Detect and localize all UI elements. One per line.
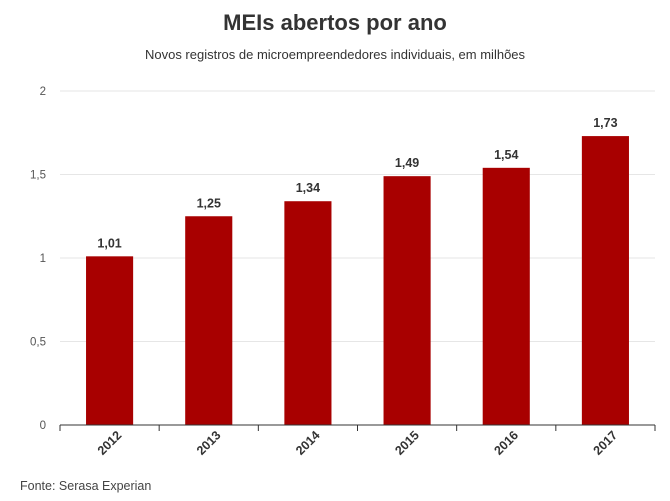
data-label: 1,49 <box>395 156 419 170</box>
x-tick-label: 2012 <box>95 428 125 458</box>
bar-2013 <box>185 216 233 425</box>
data-label: 1,01 <box>97 236 121 250</box>
bar-2012 <box>86 256 134 425</box>
y-tick-label: 1 <box>40 253 46 265</box>
data-label: 1,25 <box>197 196 221 210</box>
chart-subtitle: Novos registros de microempreendedores i… <box>144 47 526 62</box>
bar-2015 <box>383 176 431 425</box>
data-labels: 1,01 1,25 1,34 1,49 1,54 1,73 <box>97 116 617 250</box>
y-tick-label: 1,5 <box>30 170 46 182</box>
y-tick-label: 0,5 <box>30 337 46 349</box>
bar-2016 <box>482 167 530 425</box>
x-tick-label: 2014 <box>293 428 323 458</box>
x-tick-label: 2017 <box>591 428 621 458</box>
x-tick-label: 2015 <box>392 428 422 458</box>
gridlines <box>60 90 655 342</box>
x-tick-label: 2013 <box>194 428 224 458</box>
bar-2017 <box>581 136 629 425</box>
bars <box>86 136 629 425</box>
y-tick-label: 2 <box>40 86 46 98</box>
y-tick-label: 0 <box>40 420 46 432</box>
data-label: 1,73 <box>593 116 617 130</box>
data-label: 1,34 <box>296 181 320 195</box>
chart-title: MEIs abertos por ano <box>223 10 447 35</box>
x-axis: 2012 2013 2014 2015 2016 2017 <box>59 424 656 458</box>
y-axis-tick-labels: 0 0,5 1 1,5 2 <box>30 86 46 432</box>
bar-2014 <box>284 201 332 425</box>
x-tick-label: 2016 <box>491 428 521 458</box>
data-label: 1,54 <box>494 148 518 162</box>
source-note: Fonte: Serasa Experian <box>20 479 152 493</box>
